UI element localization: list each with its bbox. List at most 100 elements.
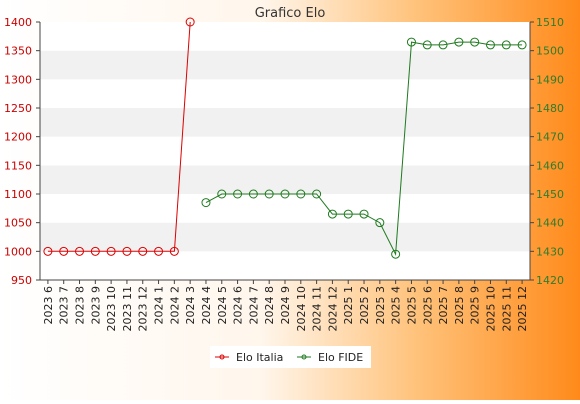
data-point [154, 246, 164, 256]
data-point [185, 17, 195, 27]
data-point [406, 37, 416, 47]
series-elo-fide [201, 37, 527, 259]
data-point [438, 40, 448, 50]
x-tick-label: 2025 4 [390, 286, 403, 325]
grid-band [40, 251, 530, 280]
x-tick-label: 2024 12 [326, 286, 339, 332]
x-tick-label: 2025 9 [469, 286, 482, 325]
legend-label: Elo FIDE [318, 351, 363, 364]
y-left-tick-label: 1200 [4, 131, 32, 144]
x-tick-label: 2024 4 [200, 286, 213, 325]
data-point [233, 189, 243, 199]
x-tick-label: 2023 9 [89, 286, 102, 325]
x-tick-label: 2024 11 [311, 286, 324, 332]
data-point [59, 246, 69, 256]
y-left-tick-label: 1000 [4, 245, 32, 258]
data-point [485, 40, 495, 50]
data-point [422, 40, 432, 50]
y-left-tick-label: 1150 [4, 159, 32, 172]
data-point [138, 246, 148, 256]
data-point [280, 189, 290, 199]
x-tick-label: 2025 2 [358, 286, 371, 325]
data-point [312, 189, 322, 199]
x-tick-label: 2023 10 [105, 286, 118, 332]
y-right-tick-label: 1420 [536, 274, 564, 287]
y-left-tick-label: 1250 [4, 102, 32, 115]
legend-item: Elo FIDE [297, 351, 363, 364]
series-line [47, 21, 191, 252]
y-right-tick-label: 1460 [536, 159, 564, 172]
data-point [169, 246, 179, 256]
data-point [264, 189, 274, 199]
series-line [205, 41, 523, 257]
chart-title: Grafico Elo [255, 6, 326, 21]
y-left-tick-label: 1400 [4, 16, 32, 29]
x-tick-label: 2025 3 [374, 286, 387, 325]
y-right-tick-label: 1470 [536, 131, 564, 144]
data-point [375, 218, 385, 228]
y-left-tick-label: 950 [11, 274, 32, 287]
legend-box [210, 346, 371, 368]
x-tick-label: 2024 7 [247, 286, 260, 325]
x-tick-label: 2024 3 [184, 286, 197, 325]
y-left-tick-label: 1050 [4, 217, 32, 230]
data-point [201, 198, 211, 208]
legend-marker [219, 354, 225, 360]
y-right-tick-label: 1500 [536, 45, 564, 58]
grid-band [40, 50, 530, 80]
grid-band [40, 222, 530, 252]
x-tick-label: 2024 9 [279, 286, 292, 325]
data-point [90, 246, 100, 256]
legend-label: Elo Italia [236, 351, 283, 364]
y-right-tick-label: 1450 [536, 188, 564, 201]
grid-band [40, 165, 530, 194]
data-point [122, 246, 132, 256]
x-tick-label: 2023 11 [121, 286, 134, 332]
x-tick-label: 2025 12 [516, 286, 529, 332]
grid-band [40, 136, 530, 166]
data-point [359, 209, 369, 219]
data-point [217, 189, 227, 199]
data-point [391, 249, 401, 259]
x-tick-label: 2023 8 [74, 286, 87, 325]
legend-item: Elo Italia [215, 351, 283, 364]
x-tick-label: 2025 5 [405, 286, 418, 325]
series-elo-italia [43, 17, 195, 256]
data-point [454, 37, 464, 47]
y-right-tick-label: 1440 [536, 217, 564, 230]
data-point [501, 40, 511, 50]
y-right-tick-label: 1480 [536, 102, 564, 115]
x-tick-label: 2023 7 [58, 286, 71, 325]
data-point [517, 40, 527, 50]
y-left-tick-label: 1100 [4, 188, 32, 201]
data-point [327, 209, 337, 219]
grid-band [40, 108, 530, 137]
data-point [248, 189, 258, 199]
data-point [470, 37, 480, 47]
x-tick-label: 2024 1 [153, 286, 166, 325]
y-right-tick-label: 1490 [536, 73, 564, 86]
x-tick-label: 2025 6 [421, 286, 434, 325]
data-point [43, 246, 53, 256]
grid-band [40, 79, 530, 108]
x-tick-label: 2025 7 [437, 286, 450, 325]
x-tick-label: 2024 10 [295, 286, 308, 332]
x-tick-label: 2025 11 [500, 286, 513, 332]
grid-band [40, 194, 530, 223]
y-left-tick-label: 1300 [4, 73, 32, 86]
y-right-tick-label: 1430 [536, 245, 564, 258]
x-tick-label: 2024 6 [232, 286, 245, 325]
x-tick-label: 2024 5 [216, 286, 229, 325]
legend-marker [301, 354, 307, 360]
data-point [343, 209, 353, 219]
x-tick-label: 2023 12 [137, 286, 150, 332]
x-tick-label: 2025 10 [484, 286, 497, 332]
grid-band [40, 22, 530, 51]
y-right-tick-label: 1510 [536, 16, 564, 29]
x-tick-label: 2025 1 [342, 286, 355, 325]
x-tick-label: 2024 8 [263, 286, 276, 325]
x-tick-label: 2023 6 [42, 286, 55, 325]
y-left-tick-label: 1350 [4, 45, 32, 58]
